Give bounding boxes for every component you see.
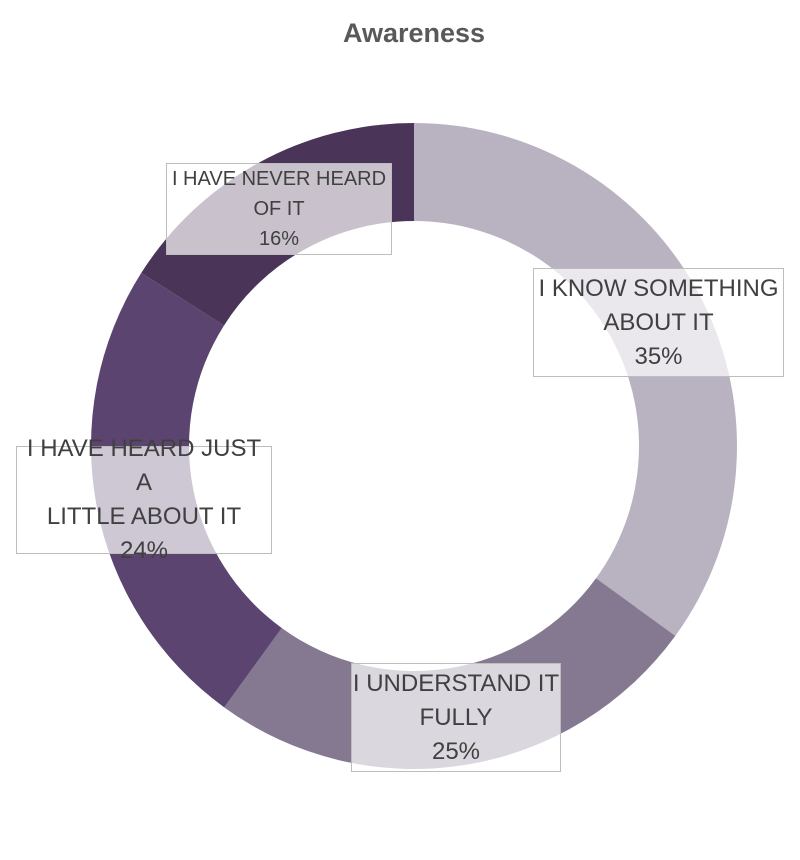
data-label-value: 25%: [431, 737, 481, 765]
data-label-value: 35%: [634, 342, 683, 370]
data-label-line: FULLY: [419, 703, 493, 731]
data-label-heard-a-little: I HAVE HEARD JUST A LITTLE ABOUT IT 24%: [16, 435, 272, 564]
data-label-know-something: I KNOW SOMETHING ABOUT IT 35%: [533, 268, 784, 377]
chart-title: Awareness: [342, 18, 486, 48]
data-label-understand-fully: I UNDERSTAND IT FULLY 25%: [351, 663, 561, 772]
data-label-line: LITTLE ABOUT IT: [46, 503, 242, 530]
data-label-line: I HAVE NEVER HEARD: [171, 168, 387, 190]
data-label-line: I HAVE HEARD JUST A: [26, 435, 262, 496]
data-label-line: I UNDERSTAND IT: [352, 669, 560, 697]
donut-slice-know-something: [414, 123, 737, 636]
data-label-never-heard: I HAVE NEVER HEARD OF IT 16%: [166, 163, 392, 255]
data-label-value: 24%: [119, 537, 169, 564]
data-label-line: OF IT: [253, 198, 305, 220]
data-label-value: 16%: [258, 228, 300, 250]
data-label-line: I KNOW SOMETHING: [538, 274, 779, 302]
data-label-line: ABOUT IT: [603, 308, 714, 336]
